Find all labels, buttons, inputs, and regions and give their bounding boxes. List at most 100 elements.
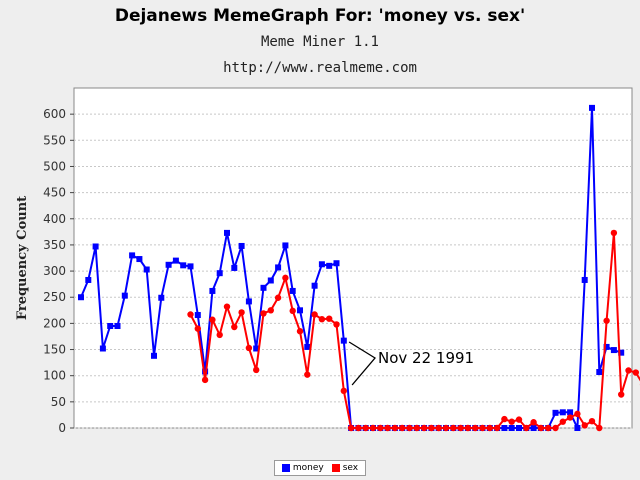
data-point-sex [450, 424, 457, 432]
data-point-sex [574, 410, 581, 418]
data-point-money [165, 261, 172, 268]
data-point-sex [537, 424, 545, 432]
data-point-sex [311, 311, 318, 318]
data-point-money [209, 287, 216, 294]
data-point-money [114, 323, 121, 329]
data-point-money [216, 270, 223, 277]
data-point-sex [457, 424, 464, 432]
data-point-money [559, 409, 566, 416]
data-point-money [172, 257, 179, 264]
data-point-sex [231, 323, 238, 331]
data-point-sex [566, 414, 574, 421]
data-point-money [238, 242, 245, 249]
data-point-money [603, 343, 610, 350]
data-point-sex [588, 418, 596, 425]
data-point-money [78, 294, 84, 301]
data-point-sex [420, 424, 428, 432]
y-tick-label: 100 [43, 369, 66, 383]
data-point-money [304, 343, 311, 350]
y-tick-label: 50 [51, 395, 66, 409]
data-point-sex [435, 424, 442, 432]
data-point-sex [377, 424, 384, 432]
data-point-sex [515, 416, 523, 423]
data-point-sex [472, 424, 479, 432]
y-tick-label: 450 [43, 186, 66, 200]
data-point-money [610, 347, 617, 354]
legend-label-money: money [292, 463, 324, 473]
data-point-sex [289, 307, 296, 315]
data-point-sex [552, 424, 559, 432]
data-point-sex [530, 419, 537, 426]
annotation-pointer [348, 341, 376, 386]
data-point-sex [545, 424, 552, 432]
data-point-sex [216, 331, 223, 339]
y-tick-label: 0 [58, 421, 66, 435]
data-point-money [99, 345, 106, 352]
data-point-sex [596, 424, 603, 432]
data-point-sex [326, 315, 333, 322]
data-point-money [282, 242, 289, 249]
data-point-money [311, 282, 318, 289]
legend-swatch-money [281, 464, 290, 472]
data-point-sex [603, 317, 610, 324]
data-point-money [121, 292, 128, 299]
data-point-sex [523, 424, 530, 432]
data-point-sex [391, 424, 399, 432]
data-point-sex [428, 424, 435, 432]
data-point-money [194, 312, 201, 319]
data-point-sex [501, 415, 508, 423]
data-point-sex [304, 371, 311, 378]
data-point-money [85, 276, 92, 283]
data-point-sex [238, 309, 245, 316]
data-point-money [618, 349, 625, 356]
data-point-sex [493, 424, 501, 432]
data-point-sex [318, 316, 326, 323]
y-tick-label: 500 [43, 159, 66, 173]
data-point-money [143, 266, 150, 273]
data-point-sex [333, 321, 340, 328]
data-point-money [567, 409, 574, 416]
data-point-sex [464, 424, 472, 432]
y-tick-label: 400 [43, 212, 66, 226]
annotation-label: Nov 22 1991 [378, 349, 474, 367]
chart-title: Dejanews MemeGraph For: 'money vs. sex' [114, 6, 526, 26]
y-tick-label: 250 [43, 290, 66, 304]
data-point-sex [442, 424, 450, 432]
data-point-sex [274, 294, 282, 301]
data-point-sex [369, 424, 377, 432]
data-point-money [501, 425, 508, 431]
y-tick-label: 350 [43, 238, 66, 252]
data-point-money [574, 425, 581, 431]
data-point-money [596, 369, 603, 376]
data-point-sex [362, 424, 369, 432]
legend-label-sex: sex [342, 463, 359, 473]
data-point-money [589, 104, 595, 111]
data-point-money [289, 287, 296, 294]
data-point-money [340, 337, 347, 344]
data-point-money [318, 261, 325, 268]
data-point-sex [618, 391, 625, 398]
data-point-sex [355, 424, 362, 432]
data-point-money [92, 243, 99, 250]
data-point-money [326, 262, 333, 269]
data-point-money [260, 284, 267, 291]
data-point-money [516, 425, 522, 431]
data-point-money [275, 264, 282, 271]
source-url: http://www.realmeme.com [223, 60, 417, 76]
data-point-sex [194, 325, 201, 332]
data-point-money [245, 298, 252, 305]
data-point-money [180, 262, 187, 269]
data-point-sex [253, 366, 260, 374]
data-point-money [202, 368, 209, 375]
data-point-sex [282, 274, 289, 282]
data-point-sex [347, 424, 355, 432]
data-point-sex [508, 418, 515, 425]
data-point-money [231, 264, 238, 271]
data-point-money [267, 277, 274, 284]
data-point-money [508, 425, 515, 431]
data-point-money [129, 252, 136, 259]
data-point-money [297, 307, 303, 314]
y-axis-label: Frequency Count [15, 196, 30, 320]
legend: money sex [274, 460, 366, 476]
